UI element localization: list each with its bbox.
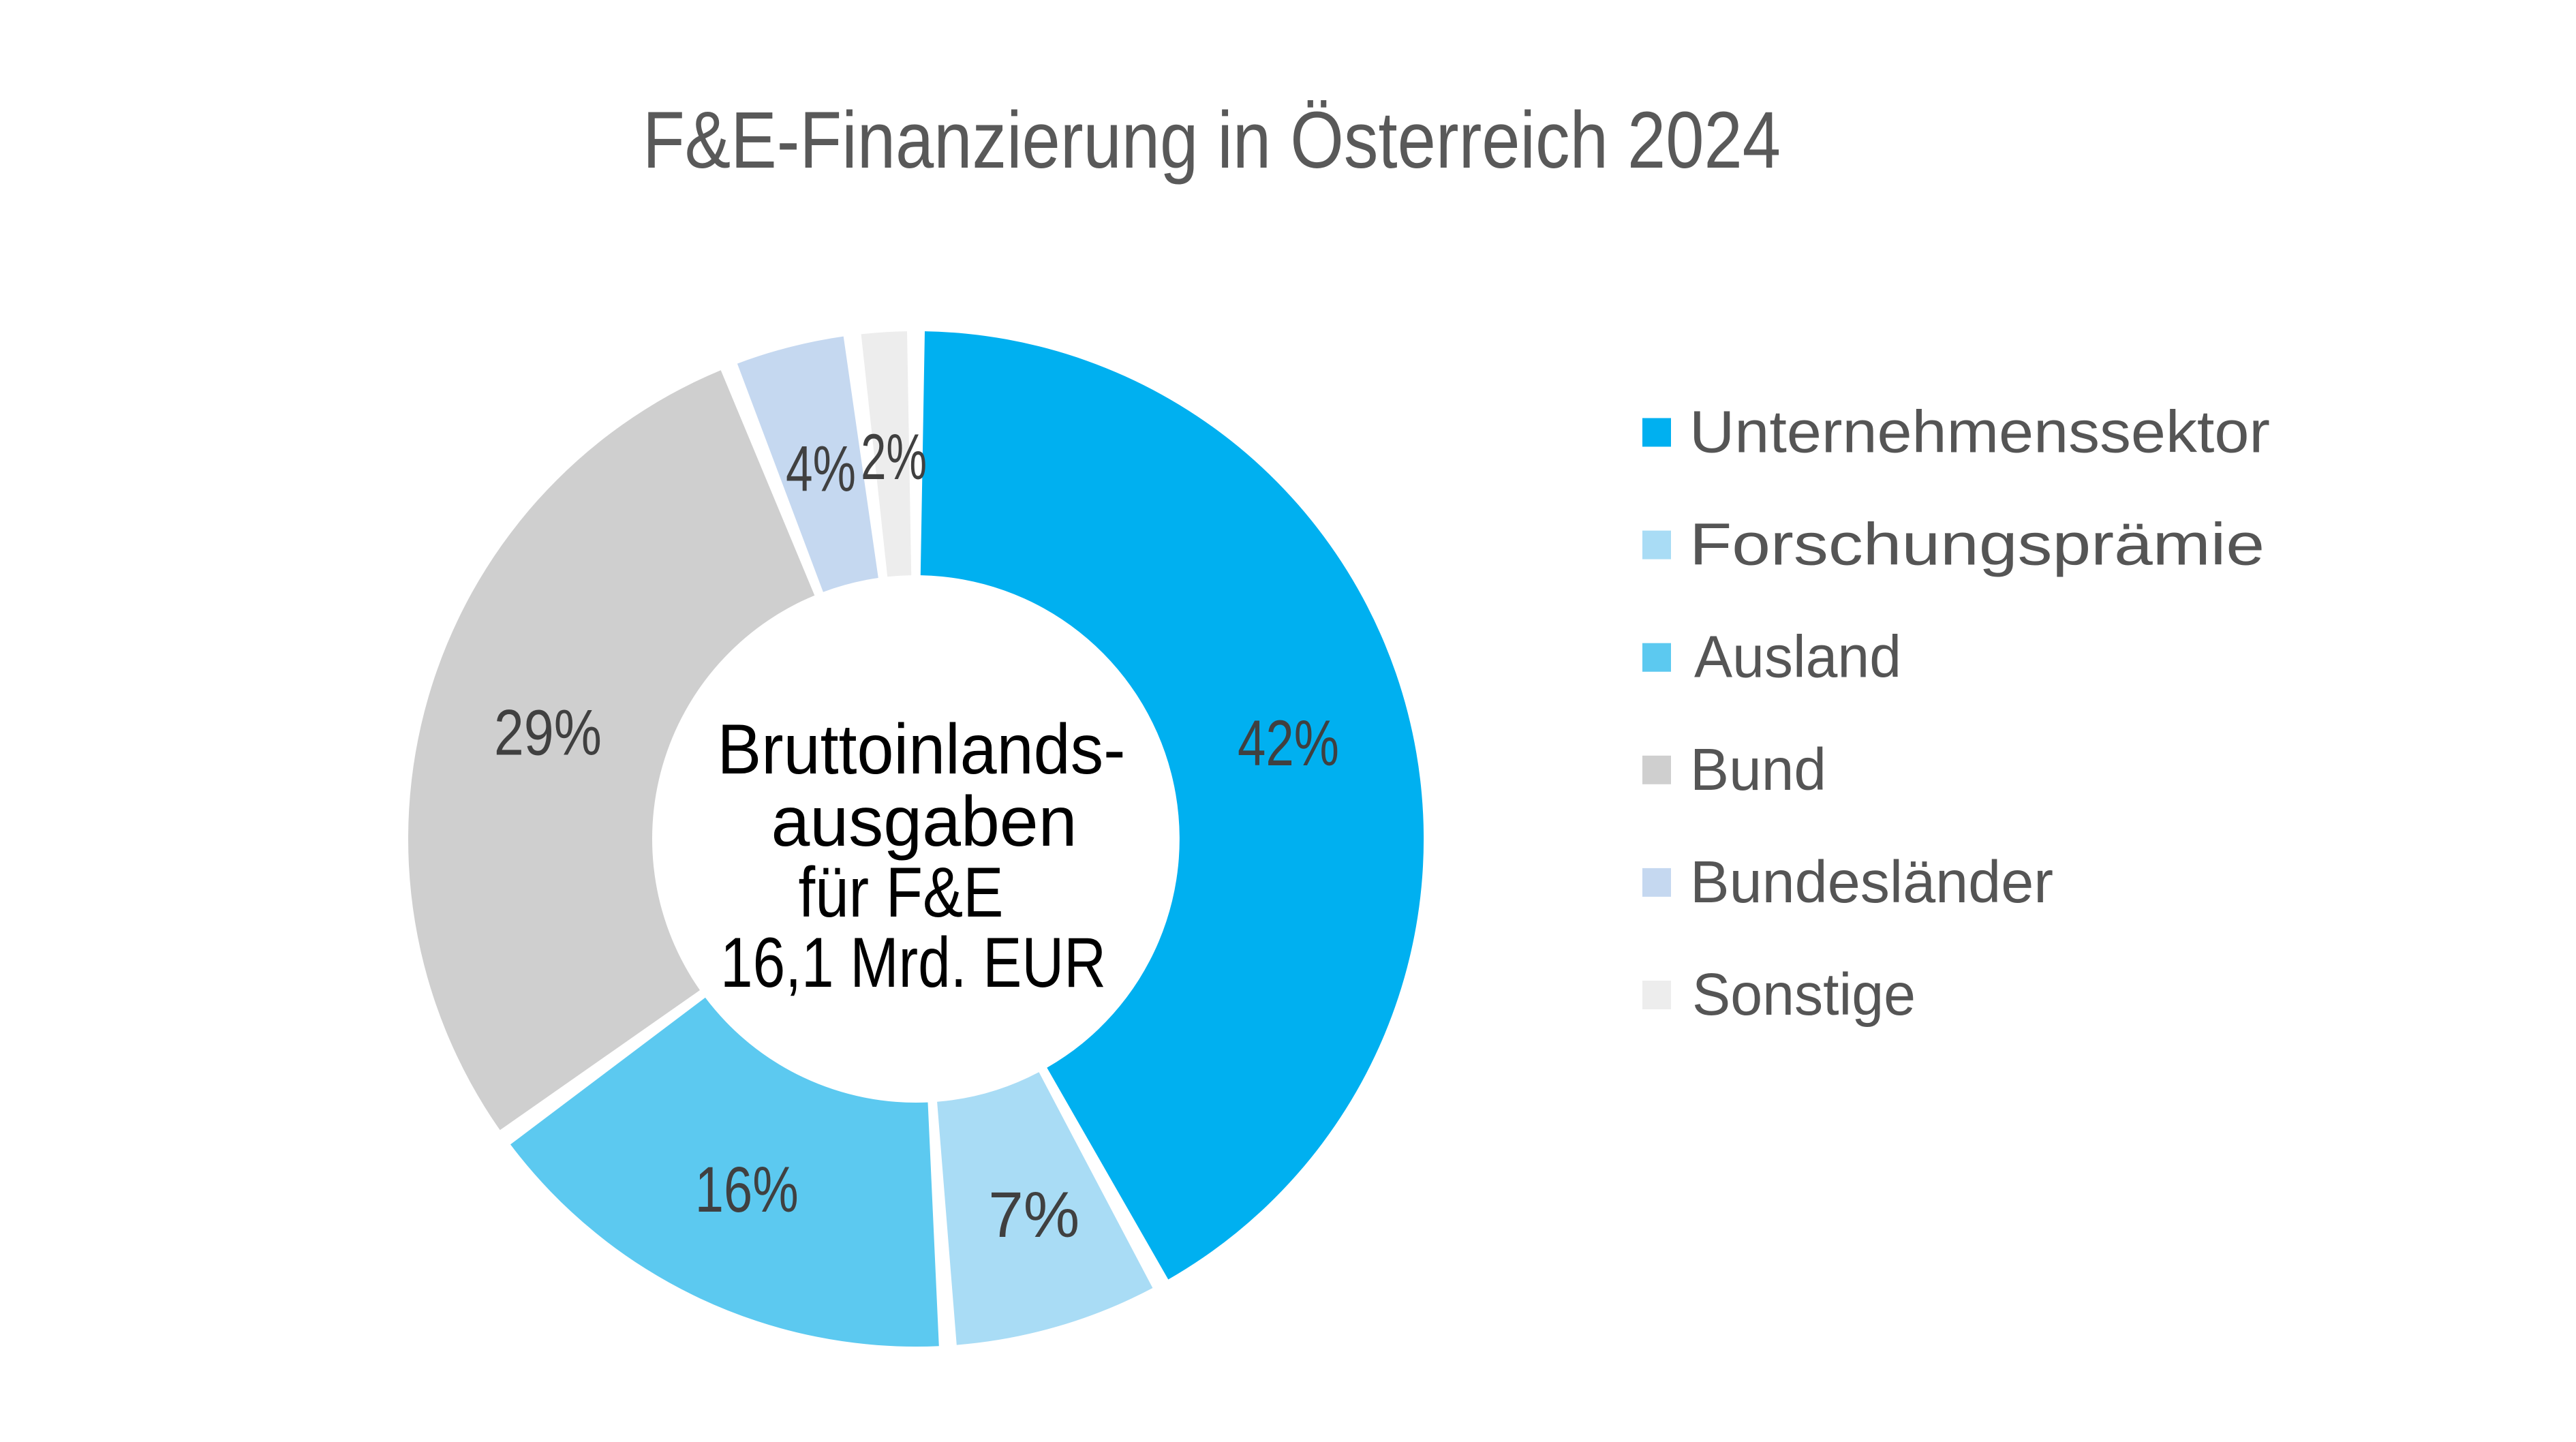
svg-text:16%: 16% — [695, 1154, 799, 1226]
svg-text:Unternehmenssektor: Unternehmenssektor — [1689, 399, 2270, 465]
svg-text:für F&E: für F&E — [799, 853, 1004, 932]
svg-text:7%: 7% — [988, 1179, 1079, 1251]
svg-text:Bund: Bund — [1690, 737, 1826, 803]
svg-text:Forschungsprämie: Forschungsprämie — [1689, 512, 2265, 578]
svg-text:ausgaben: ausgaben — [771, 782, 1077, 861]
svg-text:16,1 Mrd. EUR: 16,1 Mrd. EUR — [720, 923, 1106, 1002]
svg-text:Sonstige: Sonstige — [1692, 962, 1916, 1028]
svg-text:Bruttoinlands-: Bruttoinlands- — [718, 710, 1126, 789]
svg-text:4%: 4% — [786, 433, 856, 506]
svg-text:Bundesländer: Bundesländer — [1690, 849, 2053, 915]
svg-text:2%: 2% — [861, 421, 927, 493]
svg-text:42%: 42% — [1238, 707, 1339, 780]
svg-text:29%: 29% — [494, 696, 602, 769]
svg-text:Ausland: Ausland — [1694, 624, 1901, 690]
svg-text:F&E-Finanzierung in Österreich: F&E-Finanzierung in Österreich 2024 — [643, 95, 1781, 185]
